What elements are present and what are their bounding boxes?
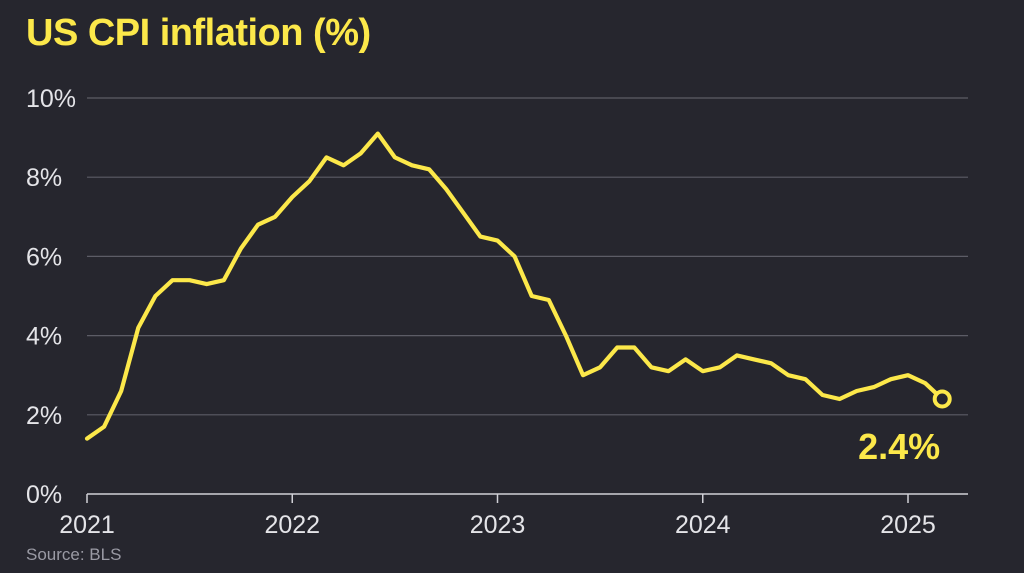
y-tick-label: 8%: [26, 164, 62, 192]
x-tick-label: 2023: [470, 511, 526, 539]
x-tick-label: 2024: [675, 511, 731, 539]
chart-title: US CPI inflation (%): [26, 12, 371, 54]
y-tick-label: 10%: [26, 85, 76, 113]
y-tick-label: 4%: [26, 323, 62, 351]
x-tick-label: 2022: [264, 511, 320, 539]
x-tick-label: 2021: [59, 511, 115, 539]
y-tick-label: 2%: [26, 402, 62, 430]
source-note: Source: BLS: [26, 545, 122, 564]
x-tick-label: 2025: [880, 511, 936, 539]
cpi-series-line: [84, 131, 945, 441]
endpoint-value-label: 2.4%: [858, 426, 940, 467]
y-tick-label: 6%: [26, 243, 62, 271]
endpoint-marker: [932, 389, 952, 409]
y-tick-label: 0%: [26, 481, 62, 509]
